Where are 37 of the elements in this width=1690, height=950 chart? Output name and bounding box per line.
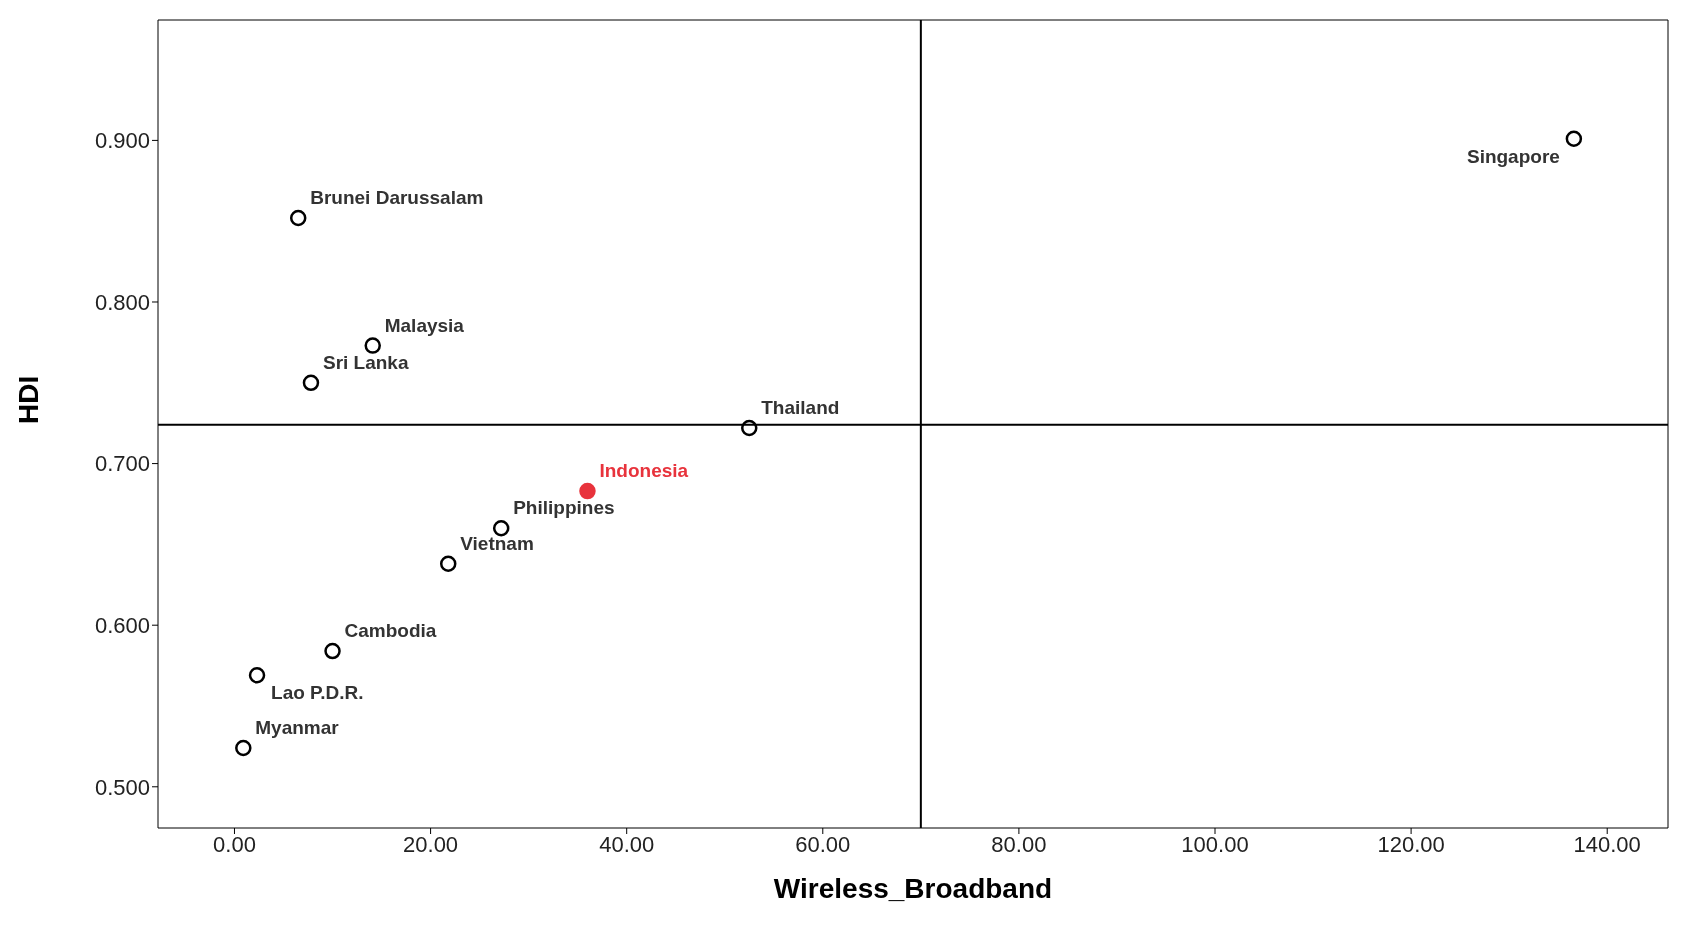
point	[741, 419, 758, 437]
x-axis-title: Wireless_Broadband	[773, 873, 1053, 904]
x-tick-label: 40.00	[599, 831, 655, 857]
point	[324, 642, 341, 660]
x-tick-label: 140.00	[1573, 831, 1641, 857]
series-label: Brunei Darussalam	[310, 186, 484, 208]
y-axis-title: HDI	[12, 375, 44, 424]
y-tick-label: 0.500	[94, 774, 150, 800]
series-label: Indonesia	[599, 460, 689, 482]
series-label: Myanmar	[255, 717, 340, 739]
series-label: Singapore	[1466, 145, 1560, 167]
point	[248, 667, 266, 684]
point	[235, 739, 252, 757]
y-tick-label: 0.900	[94, 128, 150, 154]
x-tick-label: 60.00	[795, 831, 851, 857]
point	[439, 555, 457, 573]
series-label: Thailand	[761, 397, 840, 419]
y-tick-label: 0.800	[94, 289, 150, 315]
x-tick-label: 20.00	[403, 831, 459, 857]
series-label: Lao P.D.R.	[271, 682, 364, 704]
series-label: Vietnam	[460, 532, 534, 554]
x-tick-label: 80.00	[991, 831, 1047, 857]
point	[579, 482, 596, 500]
series-label: Malaysia	[384, 314, 465, 336]
point	[492, 519, 510, 537]
x-tick-label: 0.00	[213, 831, 256, 857]
series-label: Philippines	[513, 497, 615, 519]
point	[289, 209, 307, 227]
y-tick-label: 0.600	[94, 613, 150, 638]
x-tick-label: 120.00	[1377, 831, 1445, 857]
point	[1565, 130, 1583, 148]
series-label: Cambodia	[344, 620, 437, 642]
y-tick-label: 0.700	[94, 451, 150, 477]
point	[364, 337, 381, 354]
point	[302, 374, 320, 392]
x-tick-label: 100.00	[1181, 831, 1249, 857]
series-label: Sri Lanka	[322, 351, 409, 373]
